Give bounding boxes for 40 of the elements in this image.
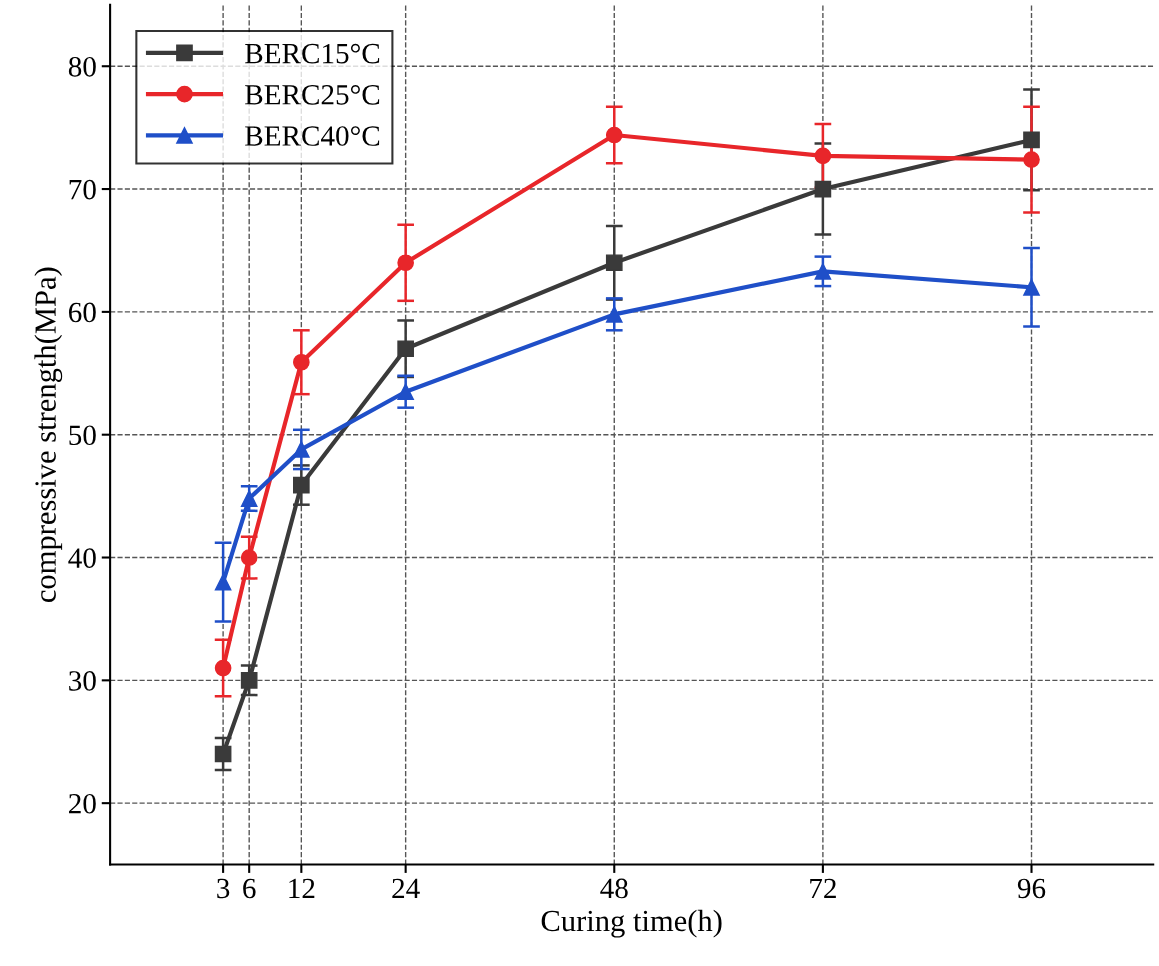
legend-label: BERC15°C [245,43,380,64]
legend-label: BERC40°C [245,126,380,146]
point [214,659,232,677]
x-tick-label: 48 [600,878,628,899]
y-tick-label: 60 [69,302,96,323]
point [1023,131,1040,149]
x-axis-title: Curing time(h) [541,909,722,938]
point [397,254,414,272]
point [240,672,258,689]
y-tick-label: 80 [68,56,96,77]
y-tick-label: 40 [68,548,96,568]
point [293,441,310,458]
y-tick-label: 20 [69,793,96,814]
y-tick-label: 50 [69,425,96,446]
point [293,476,310,494]
y-tick-label: 70 [69,179,96,200]
x-tick-label: 3 [217,878,230,899]
point [814,180,832,198]
x-tick-label: 6 [243,878,256,899]
point [1023,151,1040,168]
y-axis-title: compressive strength(MPa) [34,267,63,602]
point [605,126,623,144]
point [240,549,258,566]
point [240,490,258,507]
x-tick-label: 24 [392,878,420,898]
point [293,353,310,371]
x-tick-label: 96 [1017,878,1046,899]
x-tick-label: 72 [810,878,836,898]
x-tick-label: 12 [289,878,315,898]
y-tick-label: 30 [69,671,96,691]
point [1023,278,1040,296]
legend-label: BERC25°C [245,84,380,105]
point [814,263,832,280]
point [814,147,832,165]
point [605,254,623,272]
point [605,306,623,323]
point [397,383,414,401]
point [214,745,232,763]
point [214,573,232,591]
point [397,340,414,358]
